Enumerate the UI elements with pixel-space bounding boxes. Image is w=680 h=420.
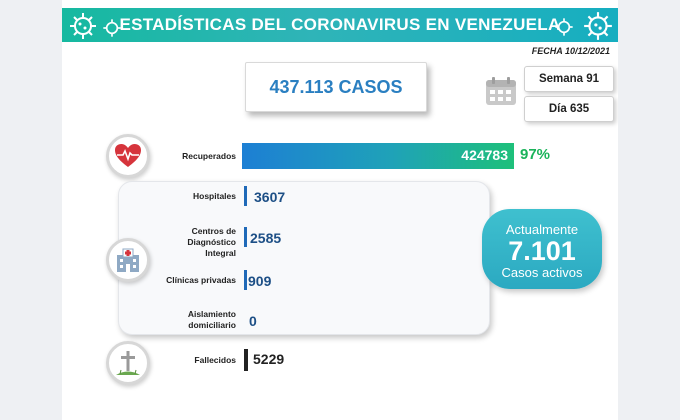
- active-cases-value: 7.101: [508, 236, 576, 266]
- virus-icon: [70, 13, 96, 39]
- recovered-icon-badge: [106, 134, 150, 178]
- deaths-icon-badge: [106, 341, 150, 385]
- hospitals-marker: [244, 186, 247, 206]
- recovered-value: 424783: [461, 147, 508, 163]
- diagnostic-centers-label: Centros de Diagnóstico Integral: [156, 226, 236, 259]
- diagnostic-centers-value: 2585: [250, 230, 282, 246]
- deaths-value: 5229: [253, 351, 285, 367]
- day-badge: Día 635: [524, 96, 614, 122]
- recovered-percent: 97%: [520, 146, 551, 163]
- virus-icon: [103, 19, 121, 37]
- home-isolation-label-line1: Aislamiento: [187, 309, 236, 319]
- home-isolation-label: Aislamiento domiciliario: [166, 309, 236, 331]
- home-isolation-value: 0: [249, 313, 257, 329]
- total-cases-box: 437.113 CASOS: [245, 62, 427, 112]
- header-title: ESTADÍSTICAS DEL CORONAVIRUS EN VENEZUEL…: [119, 15, 561, 34]
- heart-pulse-icon: [115, 144, 141, 167]
- total-cases: 437.113 CASOS: [269, 77, 403, 97]
- hospitals-label: Hospitales: [193, 191, 236, 201]
- deaths-marker: [244, 349, 248, 371]
- active-cases-caption-top: Actualmente: [505, 222, 579, 237]
- hospital-icon-badge: [106, 238, 150, 282]
- diagnostic-centers-marker: [244, 227, 247, 247]
- calendar-icon: [486, 77, 516, 105]
- infographic: ESTADÍSTICAS DEL CORONAVIRUS EN VENEZUEL…: [62, 0, 618, 420]
- hospitals-value: 3607: [254, 189, 286, 205]
- private-clinics-value: 909: [248, 273, 272, 289]
- cross-grave-icon: [116, 351, 140, 375]
- private-clinics-marker: [244, 270, 247, 290]
- header-banner: ESTADÍSTICAS DEL CORONAVIRUS EN VENEZUEL…: [62, 8, 618, 42]
- diagnostic-centers-label-line1: Centros de: [191, 226, 236, 236]
- hospital-icon: [117, 248, 139, 272]
- deaths-label: Fallecidos: [194, 355, 236, 365]
- recovered-label: Recuperados: [182, 151, 236, 161]
- virus-icon: [584, 12, 612, 40]
- active-cases-panel: [118, 181, 490, 335]
- private-clinics-label: Clínicas privadas: [166, 275, 236, 285]
- recovered-bar: 424783: [242, 143, 514, 169]
- virus-icon: [555, 18, 573, 36]
- active-cases-caption-bottom: Casos activos: [501, 265, 583, 280]
- home-isolation-label-line2: domiciliario: [188, 320, 236, 330]
- diagnostic-centers-label-line2: Diagnóstico Integral: [187, 237, 236, 258]
- report-date: FECHA 10/12/2021: [531, 46, 610, 56]
- active-cases-bubble: Actualmente 7.101 Casos activos: [482, 209, 602, 289]
- week-badge: Semana 91: [524, 66, 614, 92]
